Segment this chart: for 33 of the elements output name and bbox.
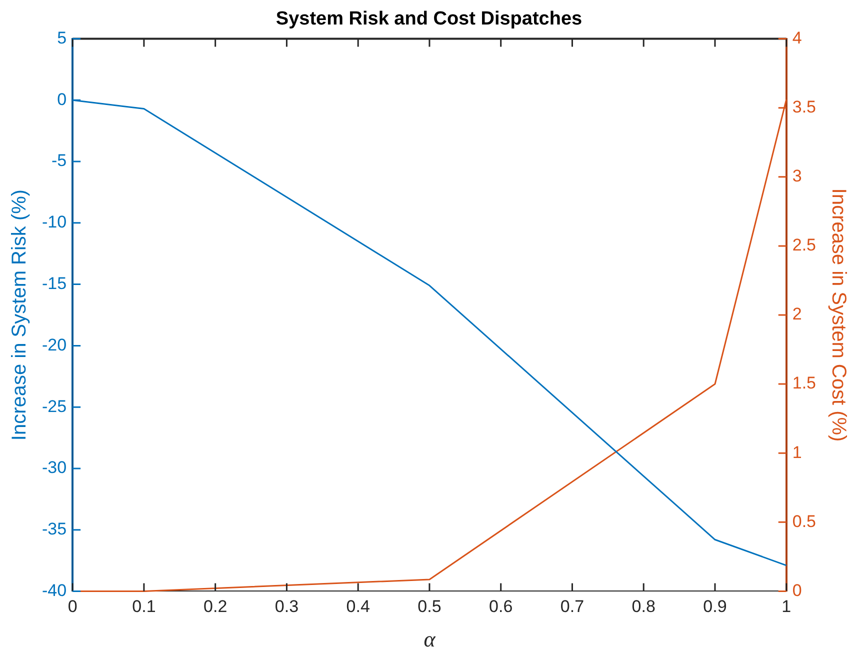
y-tick-label: -35 [42,520,67,539]
y-tick-label: -25 [42,396,67,416]
y2-tick-label: 3 [792,166,802,186]
x-tick-label: 0.5 [418,597,442,616]
y2-tick-label: 2 [792,304,802,324]
x-tick-label: 1 [782,597,792,616]
y-tick-label: -30 [42,458,67,478]
x-tick-label: 0.4 [346,597,370,616]
y-tick-label: -15 [42,274,67,293]
x-tick-label: 0.9 [703,597,727,616]
x-tick-label: 0.1 [132,597,156,616]
x-axis-title: α [424,626,436,652]
x-tick-label: 0.6 [489,597,513,616]
y2-tick-label: 0 [792,580,802,600]
y-tick-label: 0 [57,90,67,109]
y2-tick-label: 0.5 [792,512,816,531]
y2-tick-label: 4 [792,28,802,48]
y2-tick-label: 1 [792,442,802,462]
y2-tick-label: 3.5 [792,98,816,117]
y-tick-label: -20 [42,335,67,354]
x-tick-label: 0.8 [632,597,656,616]
y2-tick-label: 2.5 [792,236,816,255]
x-tick-label: 0.2 [204,597,228,616]
x-tick-label: 0.3 [274,597,299,616]
y-tick-label: 5 [57,28,67,48]
y-tick-label: -40 [42,580,67,600]
y2-tick-label: 1.5 [792,374,816,393]
y2-axis-title: Increase in System Cost (%) [827,188,850,442]
y-tick-label: -5 [51,151,67,170]
y-tick-label: -10 [42,212,67,232]
x-tick-label: 0.7 [560,597,584,616]
chart-title: System Risk and Cost Dispatches [276,8,582,30]
y-axis-title: Increase in System Risk (%) [8,189,31,441]
